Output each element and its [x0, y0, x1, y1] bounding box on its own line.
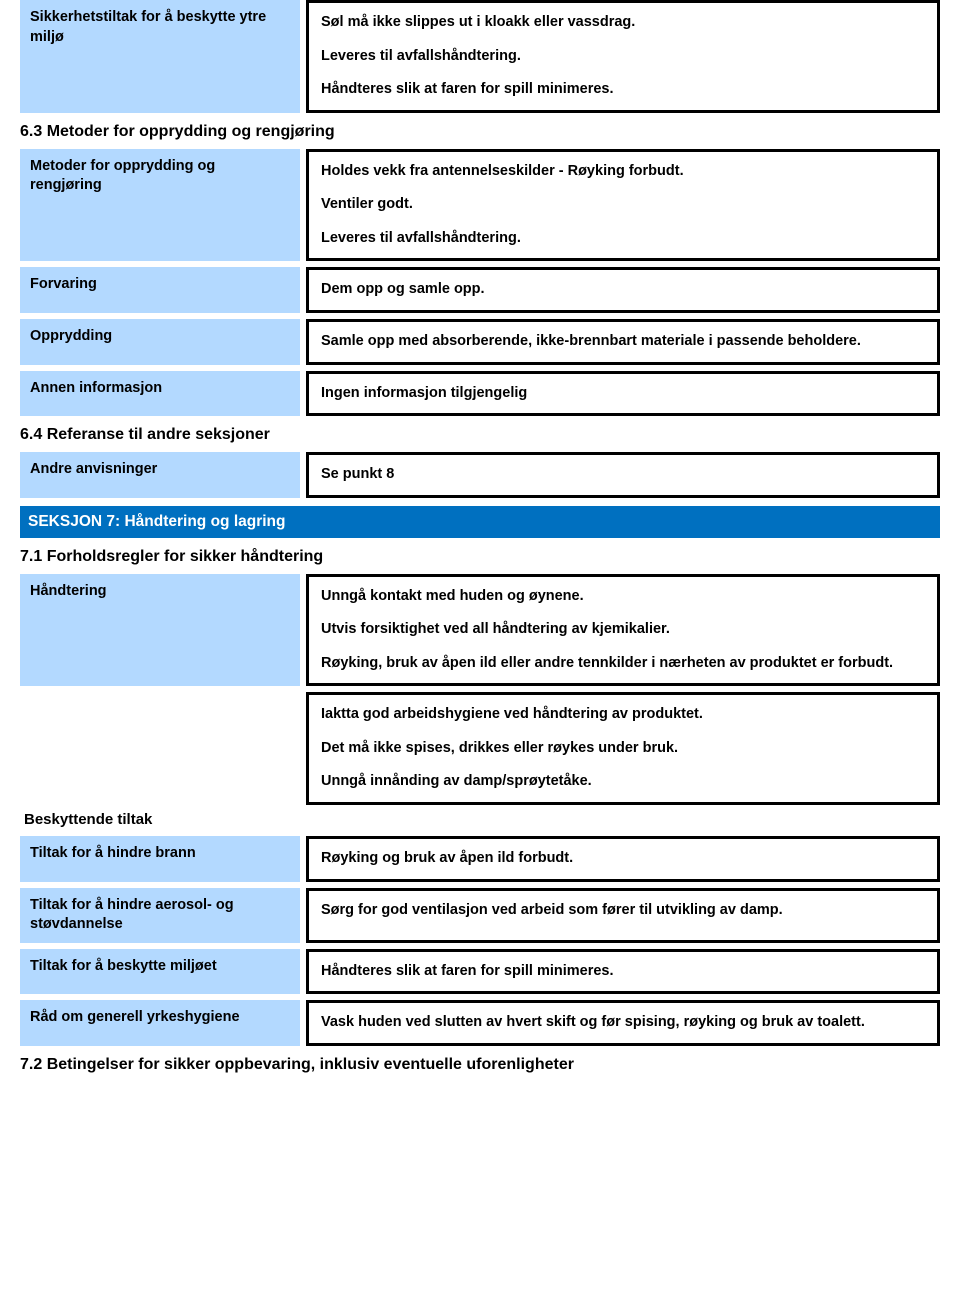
value-line: Unngå kontakt med huden og øynene.: [321, 587, 925, 607]
label-cell: Metoder for opprydding og rengjøring: [20, 149, 300, 262]
heading-6-4: 6.4 Referanse til andre seksjoner: [20, 426, 940, 444]
value-line: Ingen informasjon tilgjengelig: [321, 384, 925, 404]
label-cell-empty: [20, 692, 300, 805]
row-handtering: Håndtering Unngå kontakt med huden og øy…: [20, 574, 940, 687]
section-7-header: SEKSJON 7: Håndtering og lagring: [20, 506, 940, 538]
value-cell: Unngå kontakt med huden og øynene. Utvis…: [306, 574, 940, 687]
value-line: Holdes vekk fra antennelseskilder - Røyk…: [321, 162, 925, 182]
heading-7-2: 7.2 Betingelser for sikker oppbevaring, …: [20, 1056, 940, 1074]
value-cell: Røyking og bruk av åpen ild forbudt.: [306, 836, 940, 882]
value-cell: Holdes vekk fra antennelseskilder - Røyk…: [306, 149, 940, 262]
value-cell: Iaktta god arbeidshygiene ved håndtering…: [306, 692, 940, 805]
value-line: Leveres til avfallshåndtering.: [321, 47, 925, 67]
row-metoder-rengjoring: Metoder for opprydding og rengjøring Hol…: [20, 149, 940, 262]
row-andre-anvisninger: Andre anvisninger Se punkt 8: [20, 452, 940, 498]
label-cell: Andre anvisninger: [20, 452, 300, 498]
value-line: Se punkt 8: [321, 465, 925, 485]
value-cell: Vask huden ved slutten av hvert skift og…: [306, 1000, 940, 1046]
label-cell: Forvaring: [20, 267, 300, 313]
value-line: Unngå innånding av damp/sprøytetåke.: [321, 772, 925, 792]
row-handtering-extra: Iaktta god arbeidshygiene ved håndtering…: [20, 692, 940, 805]
row-sikkerhetstiltak: Sikkerhetstiltak for å beskytte ytre mil…: [20, 0, 940, 113]
value-cell: Søl må ikke slippes ut i kloakk eller va…: [306, 0, 940, 113]
value-cell: Ingen informasjon tilgjengelig: [306, 371, 940, 417]
value-line: Sørg for god ventilasjon ved arbeid som …: [321, 901, 925, 921]
value-line: Håndteres slik at faren for spill minime…: [321, 80, 925, 100]
heading-6-3: 6.3 Metoder for opprydding og rengjøring: [20, 123, 940, 141]
value-cell: Sørg for god ventilasjon ved arbeid som …: [306, 888, 940, 943]
value-cell: Se punkt 8: [306, 452, 940, 498]
label-cell: Håndtering: [20, 574, 300, 687]
value-line: Leveres til avfallshåndtering.: [321, 229, 925, 249]
value-cell: Samle opp med absorberende, ikke-brennba…: [306, 319, 940, 365]
value-cell: Håndteres slik at faren for spill minime…: [306, 949, 940, 995]
value-line: Dem opp og samle opp.: [321, 280, 925, 300]
value-line: Utvis forsiktighet ved all håndtering av…: [321, 620, 925, 640]
row-forvaring: Forvaring Dem opp og samle opp.: [20, 267, 940, 313]
label-cell: Tiltak for å beskytte miljøet: [20, 949, 300, 995]
row-tiltak-aerosol: Tiltak for å hindre aerosol- og støvdann…: [20, 888, 940, 943]
heading-beskyttende-tiltak: Beskyttende tiltak: [20, 811, 940, 828]
row-annen-info: Annen informasjon Ingen informasjon tilg…: [20, 371, 940, 417]
label-cell: Opprydding: [20, 319, 300, 365]
row-tiltak-miljo: Tiltak for å beskytte miljøet Håndteres …: [20, 949, 940, 995]
value-line: Søl må ikke slippes ut i kloakk eller va…: [321, 13, 925, 33]
value-line: Ventiler godt.: [321, 195, 925, 215]
value-line: Iaktta god arbeidshygiene ved håndtering…: [321, 705, 925, 725]
row-tiltak-brann: Tiltak for å hindre brann Røyking og bru…: [20, 836, 940, 882]
row-yrkeshygiene: Råd om generell yrkeshygiene Vask huden …: [20, 1000, 940, 1046]
label-cell: Tiltak for å hindre brann: [20, 836, 300, 882]
label-cell: Sikkerhetstiltak for å beskytte ytre mil…: [20, 0, 300, 113]
label-cell: Råd om generell yrkeshygiene: [20, 1000, 300, 1046]
value-cell: Dem opp og samle opp.: [306, 267, 940, 313]
row-opprydding: Opprydding Samle opp med absorberende, i…: [20, 319, 940, 365]
value-line: Håndteres slik at faren for spill minime…: [321, 962, 925, 982]
value-line: Røyking og bruk av åpen ild forbudt.: [321, 849, 925, 869]
heading-7-1: 7.1 Forholdsregler for sikker håndtering: [20, 548, 940, 566]
value-line: Det må ikke spises, drikkes eller røykes…: [321, 739, 925, 759]
value-line: Røyking, bruk av åpen ild eller andre te…: [321, 654, 925, 674]
label-cell: Annen informasjon: [20, 371, 300, 417]
label-cell: Tiltak for å hindre aerosol- og støvdann…: [20, 888, 300, 943]
value-line: Samle opp med absorberende, ikke-brennba…: [321, 332, 925, 352]
value-line: Vask huden ved slutten av hvert skift og…: [321, 1013, 925, 1033]
